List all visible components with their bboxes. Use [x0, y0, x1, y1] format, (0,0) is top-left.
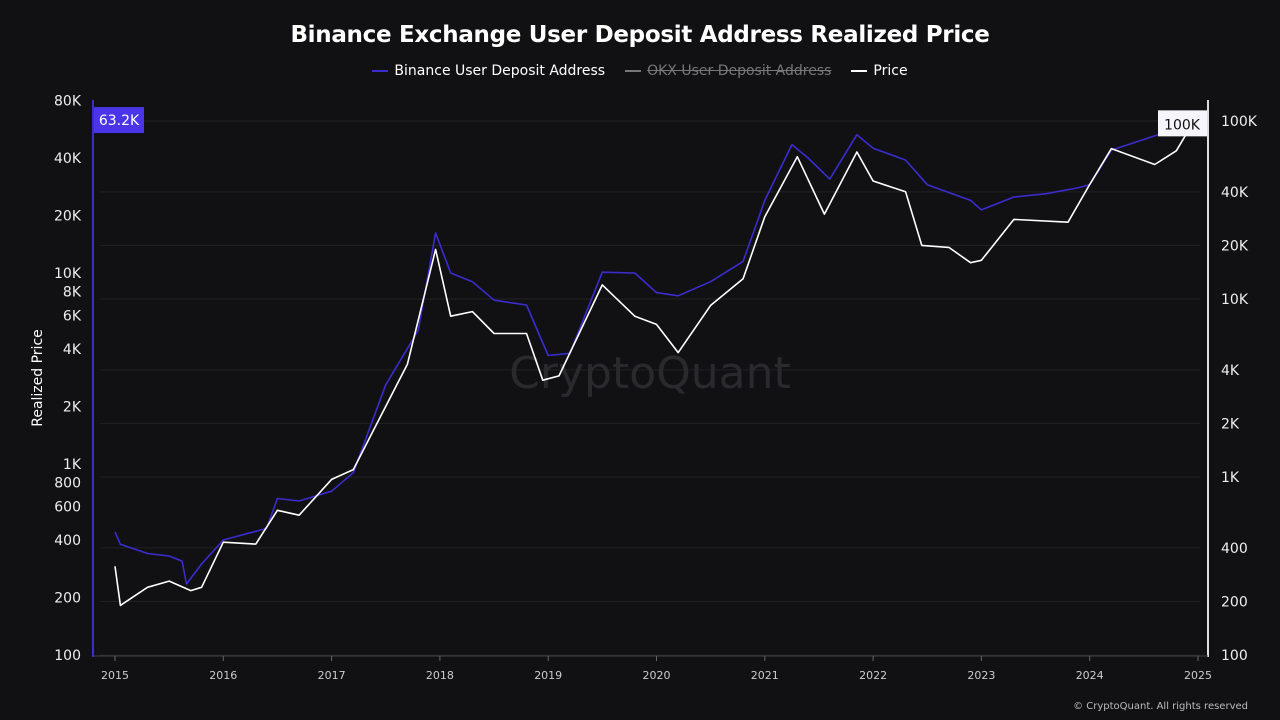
legend-swatch [851, 70, 868, 72]
right-tick-label: 20K [1221, 238, 1249, 254]
right-tick-label: 200 [1221, 594, 1248, 610]
left-tick-label: 20K [54, 209, 82, 225]
left-tick-label: 1K [63, 457, 82, 473]
left-tick-label: 4K [63, 342, 82, 358]
right-tick-label: 100K [1221, 114, 1258, 130]
left-tick-label: 2K [63, 400, 82, 416]
left-tick-label: 10K [54, 266, 82, 282]
x-tick-label: 2025 [1184, 669, 1212, 682]
right-tick-label: 1K [1221, 470, 1240, 486]
x-tick-label: 2022 [859, 669, 887, 682]
right-tick-label: 4K [1221, 363, 1240, 379]
right-tick-label: 100 [1221, 648, 1248, 664]
left-tick-label: 6K [63, 308, 82, 324]
legend-swatch [625, 70, 642, 72]
left-tick-label: 800 [54, 476, 81, 492]
svg-text:63.2K: 63.2K [99, 113, 140, 129]
right-tick-label: 40K [1221, 185, 1249, 201]
x-tick-label: 2020 [643, 669, 671, 682]
left-tick-label: 200 [54, 591, 81, 607]
legend-item-price[interactable]: Price [851, 63, 908, 79]
legend-label: OKX User Deposit Address [647, 63, 832, 79]
copyright-footer: © CryptoQuant. All rights reserved [1073, 701, 1248, 712]
svg-text:100K: 100K [1164, 117, 1201, 133]
legend: Binance User Deposit Address OKX User De… [0, 63, 1280, 79]
left-tick-label: 80K [54, 94, 82, 110]
legend-label: Binance User Deposit Address [394, 63, 606, 79]
x-tick-label: 2024 [1076, 669, 1104, 682]
x-tick-label: 2015 [101, 669, 129, 682]
left-tick-label: 8K [63, 285, 82, 301]
x-tick-label: 2019 [534, 669, 562, 682]
right-tick-label: 10K [1221, 292, 1249, 308]
binance-realized-price-line [114, 119, 1193, 585]
legend-label: Price [873, 63, 908, 79]
watermark: CryptoQuant [509, 348, 791, 399]
right-tick-label: 2K [1221, 416, 1240, 432]
legend-item-okx[interactable]: OKX User Deposit Address [625, 63, 831, 79]
x-tick-label: 2016 [209, 669, 237, 682]
left-tick-label: 400 [54, 533, 81, 549]
x-tick-label: 2017 [318, 669, 346, 682]
right-tick-label: 400 [1221, 541, 1248, 557]
x-tick-label: 2018 [426, 669, 454, 682]
left-current-value-badge: 63.2K [94, 107, 144, 134]
left-tick-label: 100 [54, 648, 81, 664]
legend-swatch [372, 70, 389, 72]
x-tick-label: 2023 [967, 669, 995, 682]
left-tick-label: 40K [54, 151, 82, 167]
left-tick-label: 600 [54, 499, 81, 515]
price-line [114, 122, 1194, 607]
chart-title: Binance Exchange User Deposit Address Re… [290, 22, 990, 48]
x-tick-label: 2021 [751, 669, 779, 682]
right-current-value-badge: 100K [1158, 110, 1207, 137]
legend-item-binance[interactable]: Binance User Deposit Address [372, 63, 605, 79]
